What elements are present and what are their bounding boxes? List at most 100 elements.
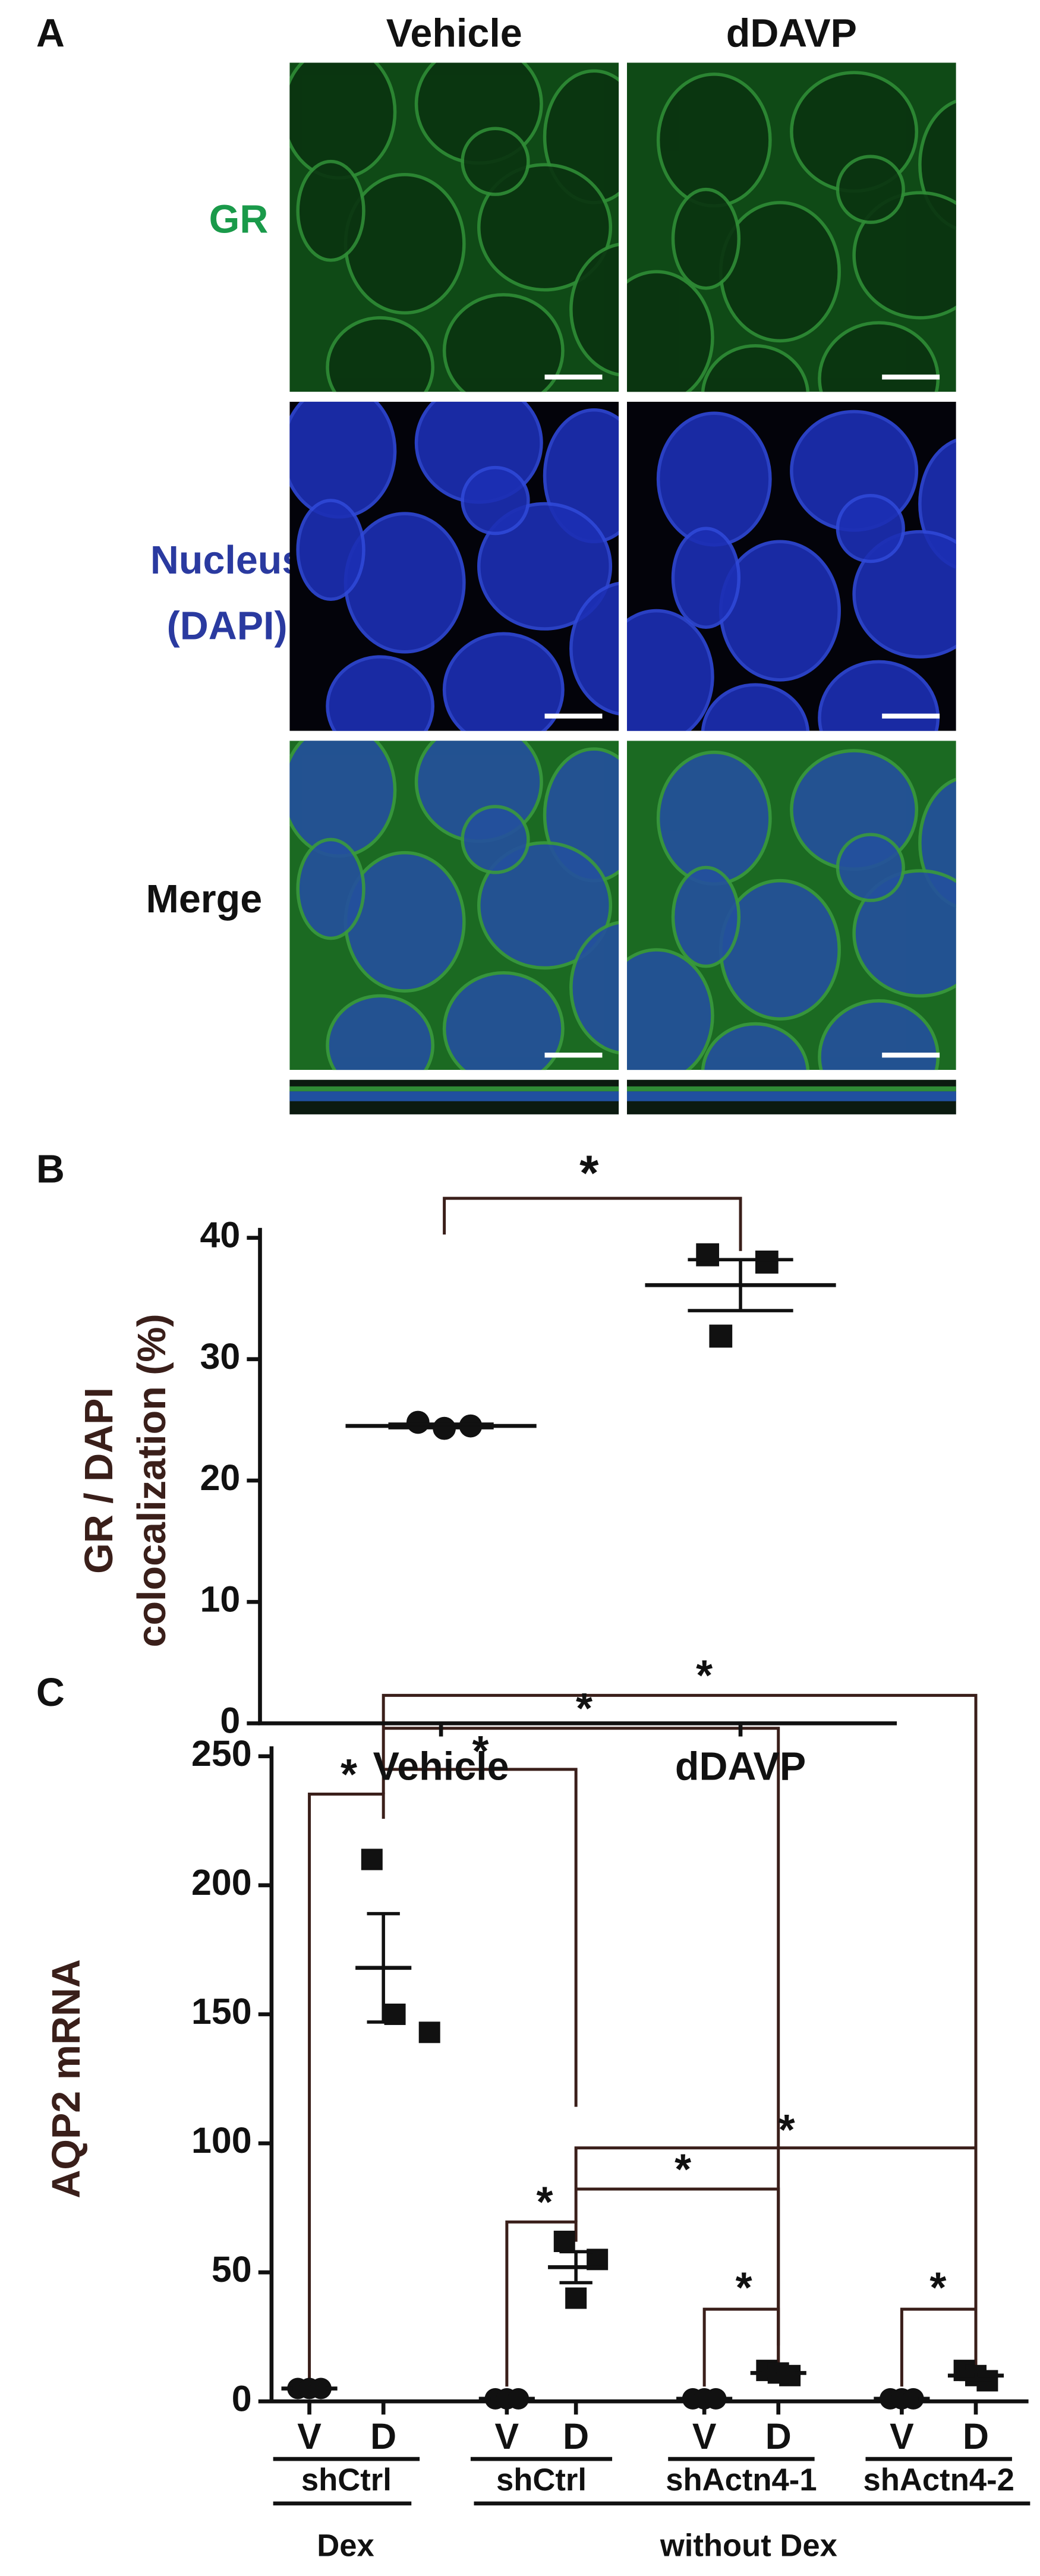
cell-nucleus [326, 655, 434, 731]
significance-bracket [382, 1693, 978, 2370]
significance-bracket [900, 2307, 978, 2387]
significance-star: * [341, 1751, 357, 1799]
cell-nucleus [671, 527, 741, 629]
cell-nucleus [296, 837, 365, 940]
y-tick-label: 50 [212, 2249, 252, 2290]
cell-nucleus [569, 243, 619, 377]
micrographs [289, 62, 956, 1114]
cell-nucleus [569, 581, 619, 716]
y-tick-label: 30 [200, 1336, 241, 1377]
cell-nucleus [477, 163, 613, 292]
significance-bracket [574, 2146, 978, 2370]
significance-bracket [702, 2307, 780, 2387]
y-axis-label: colocalization (%) [130, 1314, 174, 1647]
condition-label: Dex [317, 2528, 374, 2564]
cell-nucleus [326, 316, 434, 392]
data-point [709, 1324, 733, 1348]
y-tick-label: 10 [200, 1579, 241, 1619]
xz-section-signal [626, 1086, 956, 1092]
cell-nucleus [442, 971, 565, 1070]
significance-star: * [576, 1685, 593, 1733]
axes [258, 1227, 897, 1725]
cell-nucleus [289, 741, 397, 858]
cell-nucleus [852, 530, 956, 659]
micrograph [289, 401, 619, 731]
data-point [406, 1410, 430, 1434]
significance-star: * [779, 2106, 795, 2154]
x-tick-label: V [890, 2416, 914, 2457]
cell-nucleus [626, 609, 714, 731]
significance-bracket [308, 1792, 385, 2379]
x-tick-label: V [297, 2416, 322, 2457]
y-tick-label: 150 [191, 1991, 252, 2032]
cell-nucleus [477, 841, 613, 970]
row-label: Merge [146, 877, 263, 921]
y-tick-label: 40 [200, 1215, 241, 1255]
xz-section-signal [626, 1091, 956, 1101]
cell-nucleus [461, 465, 530, 536]
x-tick-label: D [370, 2416, 396, 2457]
column-header: dDAVP [726, 12, 857, 56]
cell-nucleus [671, 187, 741, 290]
xz-section-signal [289, 1086, 619, 1092]
row-label: (DAPI) [167, 604, 288, 648]
panel-label: C [36, 1671, 65, 1715]
cell-nucleus [461, 805, 530, 874]
axes [269, 1746, 1029, 2404]
cell-nucleus [326, 994, 434, 1070]
y-tick-label: 0 [232, 2378, 252, 2418]
significance-star: * [472, 1728, 489, 1775]
cell-nucleus [569, 921, 619, 1054]
x-tick-label: V [692, 2416, 717, 2457]
significance-bracket [383, 1727, 780, 2370]
cell-nucleus [296, 159, 365, 262]
data-point [696, 1243, 720, 1267]
cell-nucleus [852, 869, 956, 998]
panel-label: B [36, 1147, 65, 1191]
x-tick-label: dDAVP [675, 1744, 806, 1788]
cell-nucleus [852, 191, 956, 320]
y-tick-label: 250 [191, 1733, 252, 1774]
cell-nucleus [656, 411, 772, 547]
data-point [553, 2231, 575, 2253]
data-point [755, 1251, 779, 1274]
cell-nucleus [477, 502, 613, 631]
cell-nucleus [461, 127, 530, 196]
cell-nucleus [296, 499, 365, 601]
significance-bracket [505, 2220, 578, 2387]
cell-nucleus [289, 62, 397, 180]
y-tick-label: 200 [191, 1862, 252, 1903]
y-axis-label: GR / DAPI [77, 1387, 121, 1574]
x-tick-label: V [495, 2416, 519, 2457]
y-axis-label: AQP2 mRNA [45, 1959, 89, 2198]
significance-star: * [696, 1652, 713, 1700]
y-tick-label: 0 [220, 1700, 240, 1740]
y-tick-label: 20 [200, 1457, 241, 1498]
significance-star: * [579, 1145, 599, 1201]
cell-nucleus [442, 293, 565, 392]
micrograph [289, 741, 619, 1070]
cell-nucleus [836, 833, 905, 902]
significance-bracket [443, 1196, 742, 1251]
micrograph [289, 62, 619, 392]
condition-label: without Dex [660, 2528, 837, 2564]
cell-nucleus [289, 401, 397, 519]
significance-star: * [537, 2179, 553, 2227]
group-label: shCtrl [301, 2462, 392, 2498]
x-tick-label: D [563, 2416, 589, 2457]
cell-nucleus [626, 270, 714, 392]
cell-nucleus [656, 73, 772, 208]
group-label: shActn4-2 [863, 2462, 1014, 2498]
micrograph [626, 401, 956, 731]
significance-bracket [383, 1768, 578, 2107]
column-header: Vehicle [386, 12, 522, 56]
panel-label: A [36, 12, 65, 56]
cell-nucleus [671, 865, 741, 968]
cell-nucleus [656, 750, 772, 886]
cell-nucleus [701, 1022, 810, 1070]
cell-nucleus [836, 155, 905, 224]
x-tick-label: D [765, 2416, 792, 2457]
significance-brackets [308, 1693, 978, 2387]
x-tick-label: D [963, 2416, 989, 2457]
